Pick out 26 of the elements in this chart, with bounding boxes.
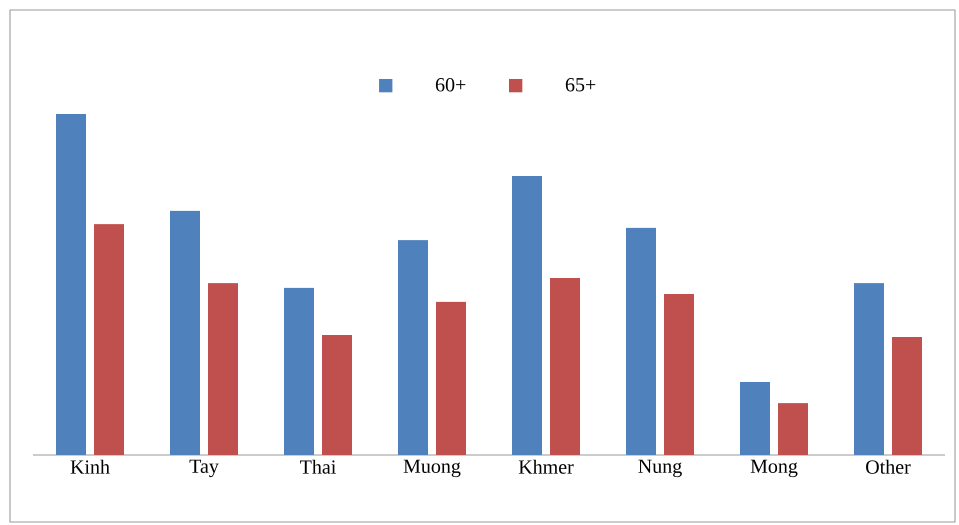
bar — [170, 210, 200, 455]
bar — [94, 224, 124, 455]
x-tick-label: Khmer — [518, 460, 574, 474]
bar — [284, 288, 314, 455]
x-tick-label: Muong — [404, 460, 461, 478]
legend-label: 60+ — [436, 78, 466, 92]
bar — [778, 403, 808, 455]
bar — [854, 283, 884, 455]
x-tick-label: Thai — [300, 460, 336, 474]
bar — [664, 294, 694, 455]
x-tick-label: Tay — [190, 460, 219, 478]
bar — [56, 114, 86, 455]
bar — [550, 278, 580, 455]
legend-label: 65+ — [566, 78, 596, 92]
bar — [398, 240, 428, 455]
x-tick-label: Mong — [750, 460, 798, 478]
x-tick-label: Other — [866, 460, 911, 474]
bar — [436, 302, 466, 455]
bar — [626, 228, 656, 455]
bar — [208, 283, 238, 455]
bar — [322, 334, 352, 455]
bar — [740, 382, 770, 455]
bar — [892, 337, 922, 455]
x-tick-label: Nung — [638, 460, 682, 478]
bar — [512, 176, 542, 455]
x-tick-label: Kinh — [70, 460, 110, 474]
